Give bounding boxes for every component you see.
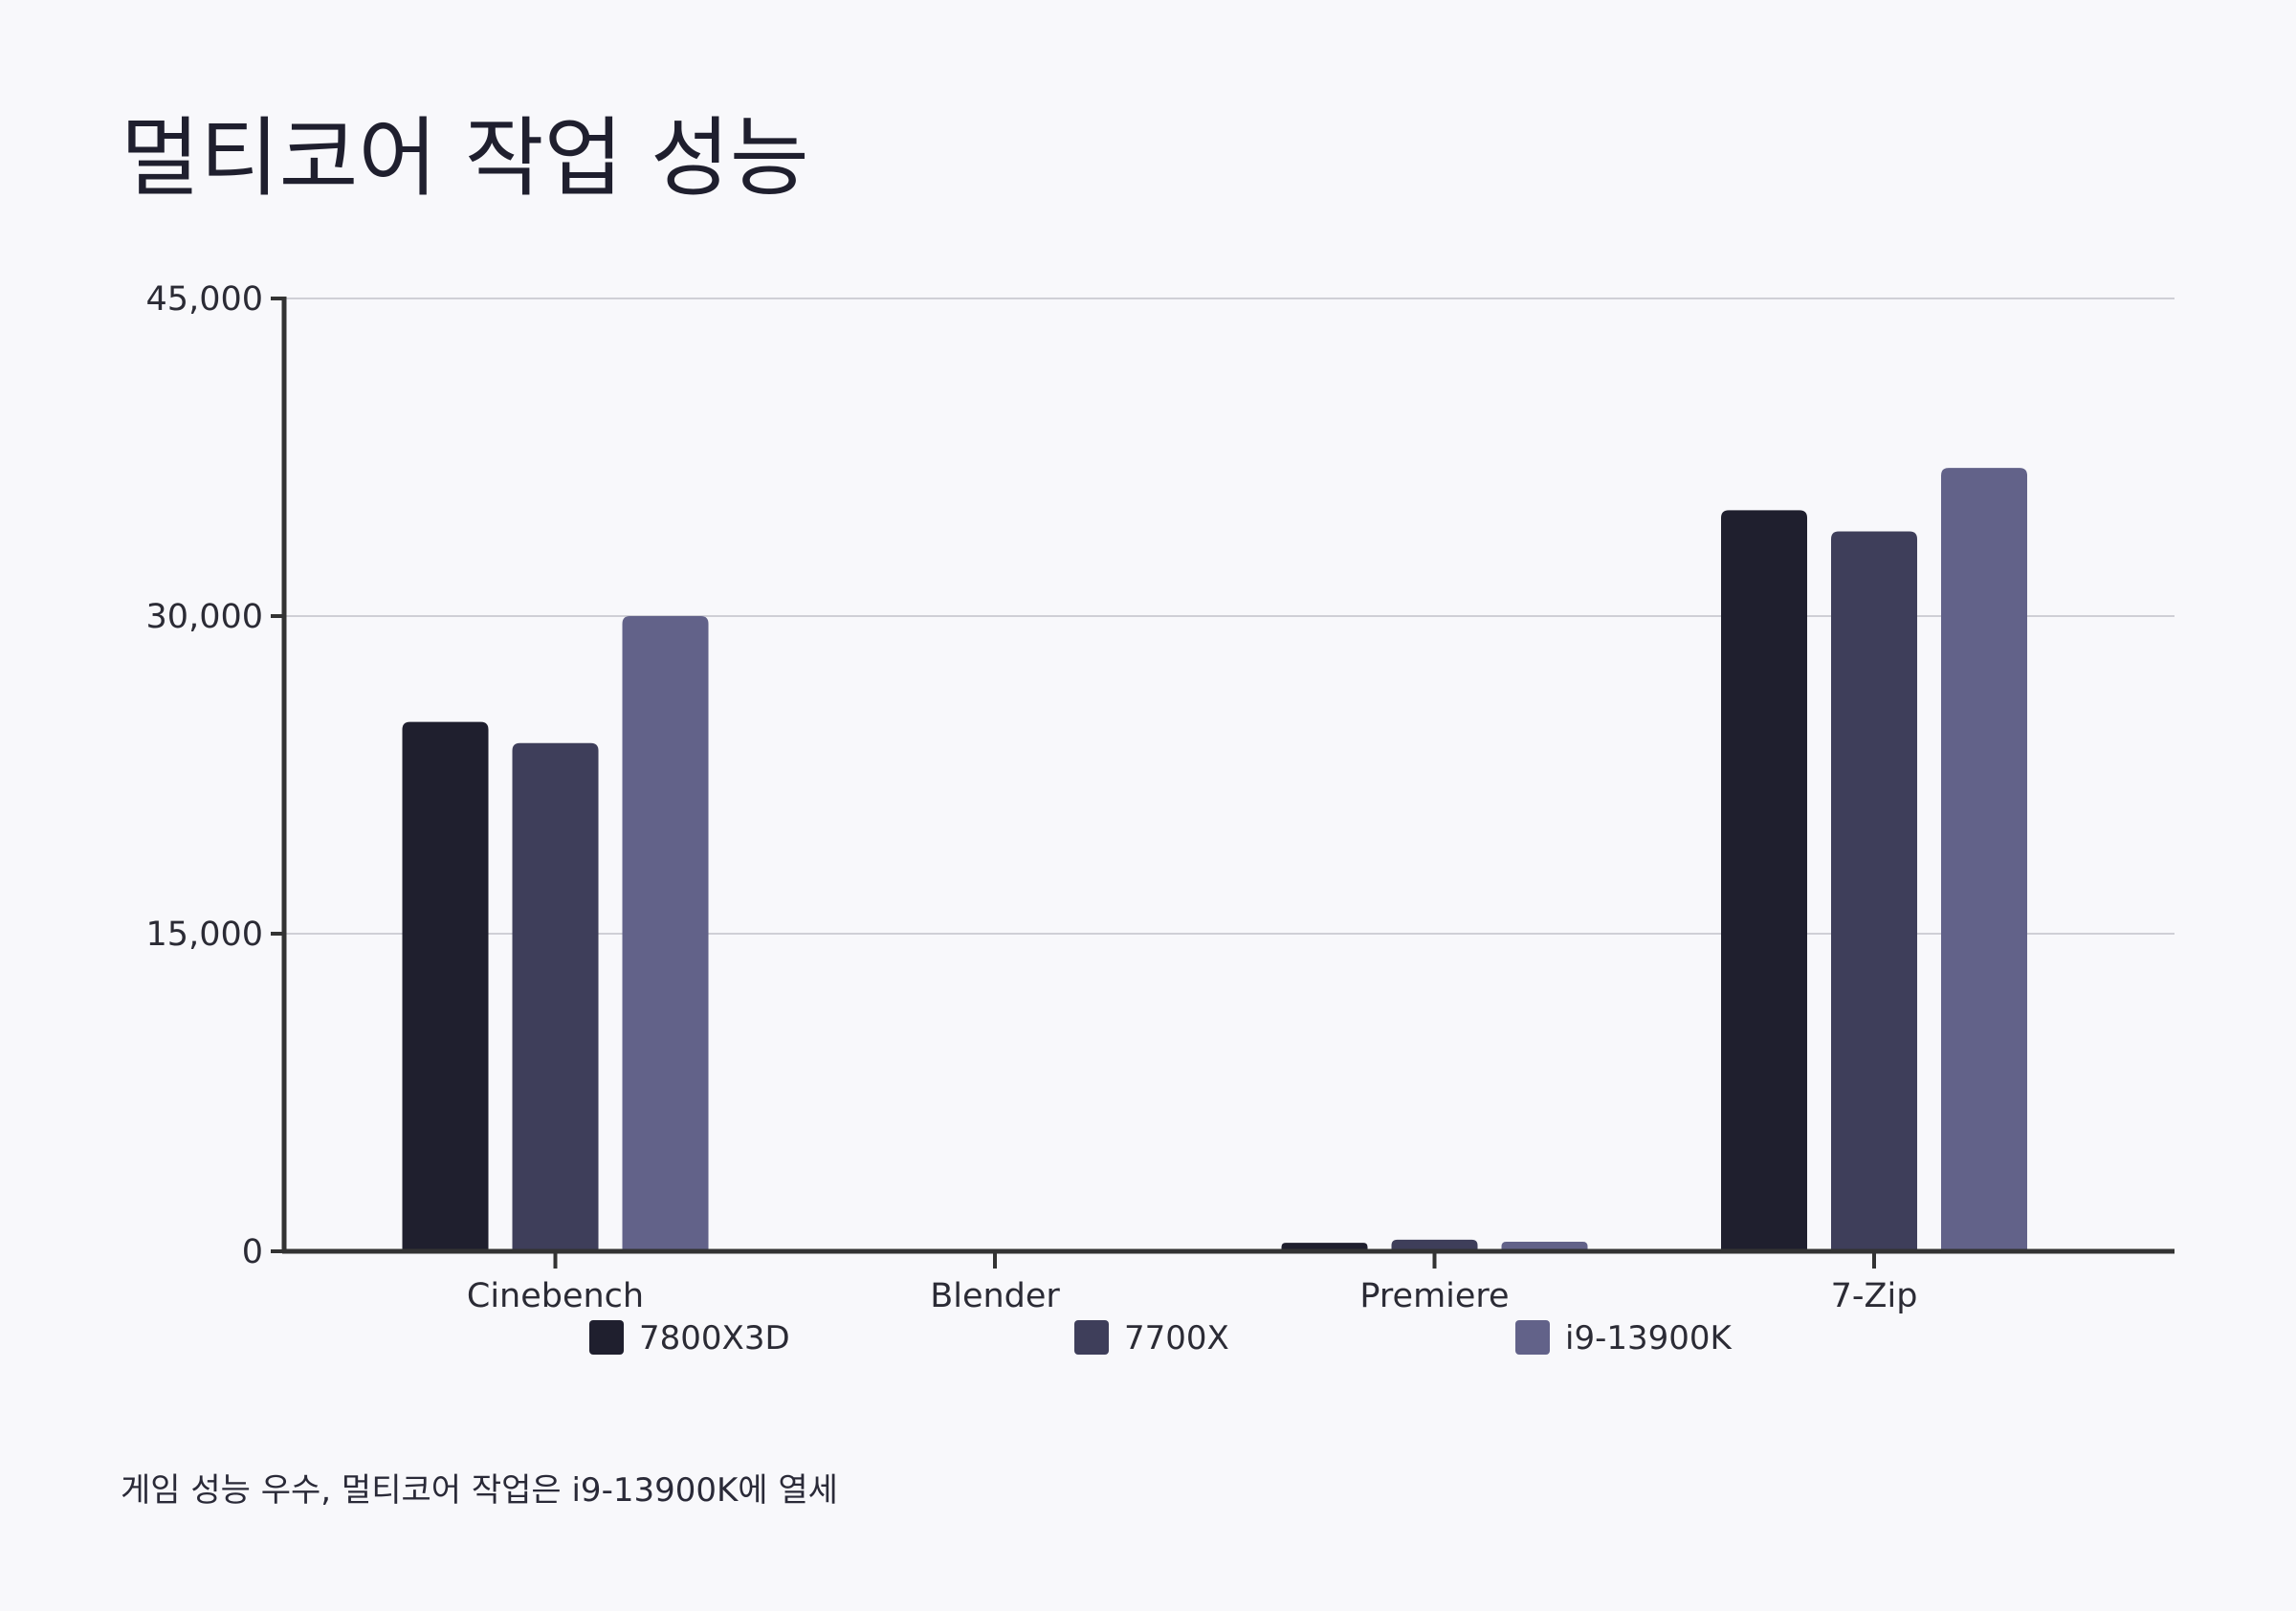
bar-7800x3d-cinebench bbox=[402, 721, 489, 1251]
bars bbox=[402, 468, 2028, 1252]
legend-label: i9-13900K bbox=[1565, 1319, 1733, 1357]
x-tick-label: 7-Zip bbox=[1831, 1277, 1918, 1315]
y-tick-label: 45,000 bbox=[146, 280, 263, 319]
bar-7800x3d-7-zip bbox=[1721, 510, 1808, 1251]
y-tick-label: 15,000 bbox=[146, 916, 263, 954]
legend: 7800X3D 7700X i9-13900K bbox=[589, 1319, 1733, 1357]
legend-swatch bbox=[1515, 1320, 1550, 1355]
legend-swatch bbox=[1074, 1320, 1109, 1355]
bar-chart: 0 15,000 30,000 45,000 Cinebench Blender Prem… bbox=[146, 280, 2175, 1357]
legend-swatch bbox=[589, 1320, 624, 1355]
legend-label: 7800X3D bbox=[639, 1319, 790, 1357]
bar-i9-13900k-7-zip bbox=[1941, 468, 2028, 1252]
x-tick-label: Cinebench bbox=[467, 1277, 644, 1315]
axes bbox=[281, 297, 2175, 1254]
bar-i9-13900k-cinebench bbox=[622, 616, 709, 1251]
y-tick-label: 30,000 bbox=[146, 598, 263, 636]
legend-label: 7700X bbox=[1124, 1319, 1229, 1357]
y-axis-ticks: 0 15,000 30,000 45,000 bbox=[146, 280, 284, 1271]
x-axis-ticks: Cinebench Blender Premiere 7-Zip bbox=[467, 1251, 1918, 1315]
x-tick-label: Premiere bbox=[1359, 1277, 1509, 1315]
y-tick-label: 0 bbox=[242, 1233, 263, 1271]
x-tick-label: Blender bbox=[930, 1277, 1060, 1315]
footnote: 게임 성능 우수, 멀티코어 작업은 i9-13900K에 열세 bbox=[121, 1471, 838, 1510]
bar-7700x-7-zip bbox=[1831, 531, 1918, 1251]
bar-7700x-cinebench bbox=[512, 742, 599, 1251]
bar-7700x-premiere bbox=[1391, 1239, 1478, 1251]
chart-title: 멀티코어 작업 성능 bbox=[121, 108, 809, 209]
